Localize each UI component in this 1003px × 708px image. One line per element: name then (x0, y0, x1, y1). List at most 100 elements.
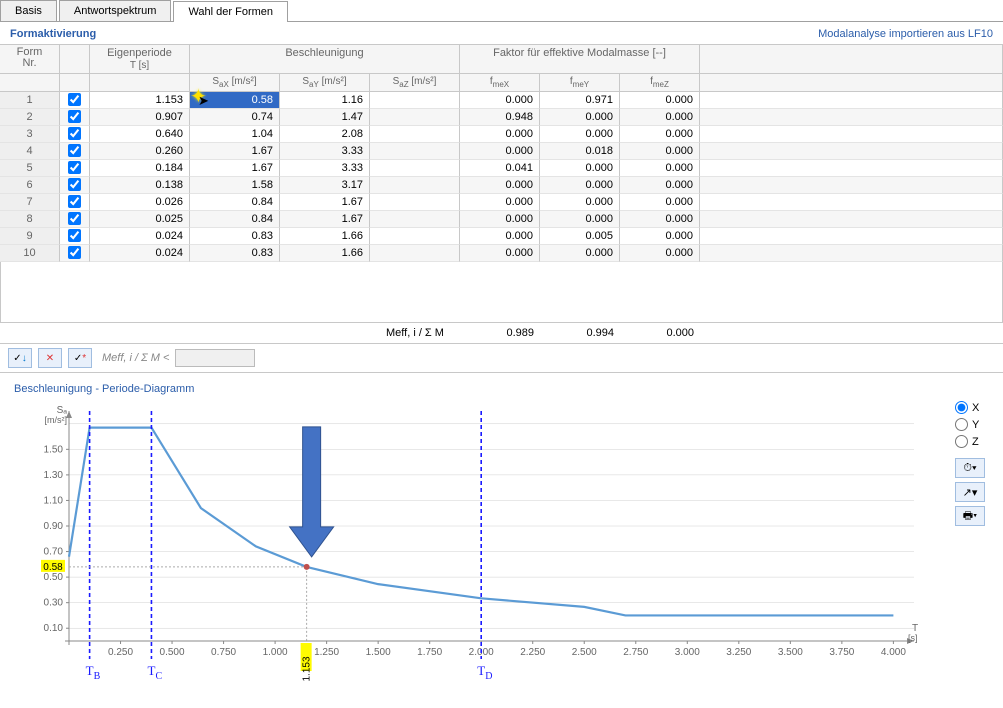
cell-fmey[interactable]: 0.000 (540, 126, 620, 143)
cell-fmex[interactable]: 0.000 (460, 228, 540, 245)
cell-T[interactable]: 0.025 (90, 211, 190, 228)
cell-fmez[interactable]: 0.000 (620, 194, 700, 211)
cell-saz[interactable] (370, 228, 460, 245)
toolbar-check-button[interactable]: ✓↓ (8, 348, 32, 368)
table-row[interactable]: 100.0240.831.660.0000.0000.000 (0, 245, 1003, 262)
cell-fmey[interactable]: 0.000 (540, 245, 620, 262)
tab-wahl-der-formen[interactable]: Wahl der Formen (173, 1, 288, 22)
cell-say[interactable]: 1.66 (280, 228, 370, 245)
cell-sax[interactable]: 0.84 (190, 194, 280, 211)
cell-saz[interactable] (370, 92, 460, 109)
cell-T[interactable]: 0.024 (90, 245, 190, 262)
row-checkbox[interactable] (68, 246, 81, 259)
cell-T[interactable]: 0.184 (90, 160, 190, 177)
cell-fmez[interactable]: 0.000 (620, 126, 700, 143)
cell-say[interactable]: 3.33 (280, 143, 370, 160)
row-checkbox[interactable] (68, 178, 81, 191)
table-row[interactable]: 20.9070.741.470.9480.0000.000 (0, 109, 1003, 126)
table-row[interactable]: 40.2601.673.330.0000.0180.000 (0, 143, 1003, 160)
cell-fmey[interactable]: 0.000 (540, 211, 620, 228)
table-row[interactable]: 30.6401.042.080.0000.0000.000 (0, 126, 1003, 143)
cell-fmex[interactable]: 0.000 (460, 211, 540, 228)
cell-saz[interactable] (370, 245, 460, 262)
cell-T[interactable]: 0.907 (90, 109, 190, 126)
print-button[interactable]: 🖶▾ (955, 506, 985, 526)
cell-say[interactable]: 1.47 (280, 109, 370, 126)
cell-sax[interactable]: 0.74 (190, 109, 280, 126)
cell-fmey[interactable]: 0.000 (540, 160, 620, 177)
tab-basis[interactable]: Basis (0, 0, 57, 21)
cell-say[interactable]: 3.17 (280, 177, 370, 194)
cell-fmey[interactable]: 0.000 (540, 109, 620, 126)
toolbar-x-button[interactable]: ✕ (38, 348, 62, 368)
cell-fmez[interactable]: 0.000 (620, 109, 700, 126)
cell-say[interactable]: 1.67 (280, 211, 370, 228)
table-row[interactable]: 70.0260.841.670.0000.0000.000 (0, 194, 1003, 211)
import-link[interactable]: Modalanalyse importieren aus LF10 (818, 28, 993, 40)
cell-say[interactable]: 1.16 (280, 92, 370, 109)
cell-fmez[interactable]: 0.000 (620, 143, 700, 160)
cell-fmex[interactable]: 0.000 (460, 92, 540, 109)
cell-saz[interactable] (370, 126, 460, 143)
cell-T[interactable]: 1.153✦➤ (90, 92, 190, 109)
cell-sax[interactable]: 1.04 (190, 126, 280, 143)
row-checkbox[interactable] (68, 127, 81, 140)
cell-fmey[interactable]: 0.005 (540, 228, 620, 245)
row-checkbox[interactable] (68, 161, 81, 174)
toolbar-filter-button[interactable]: ✓* (68, 348, 92, 368)
cell-say[interactable]: 1.66 (280, 245, 370, 262)
table-row[interactable]: 80.0250.841.670.0000.0000.000 (0, 211, 1003, 228)
row-checkbox[interactable] (68, 212, 81, 225)
table-row[interactable]: 11.153✦➤0.581.160.0000.9710.000 (0, 92, 1003, 109)
cell-fmey[interactable]: 0.971 (540, 92, 620, 109)
cell-sax[interactable]: 0.83 (190, 245, 280, 262)
table-row[interactable]: 90.0240.831.660.0000.0050.000 (0, 228, 1003, 245)
cell-T[interactable]: 0.260 (90, 143, 190, 160)
cell-say[interactable]: 3.33 (280, 160, 370, 177)
row-checkbox[interactable] (68, 195, 81, 208)
radio-y[interactable]: Y (955, 418, 989, 431)
cell-fmex[interactable]: 0.000 (460, 177, 540, 194)
cell-fmez[interactable]: 0.000 (620, 92, 700, 109)
cell-fmez[interactable]: 0.000 (620, 245, 700, 262)
row-checkbox[interactable] (68, 93, 81, 106)
cell-fmez[interactable]: 0.000 (620, 211, 700, 228)
cell-sax[interactable]: 1.58 (190, 177, 280, 194)
cell-T[interactable]: 0.138 (90, 177, 190, 194)
cell-fmex[interactable]: 0.948 (460, 109, 540, 126)
cell-fmez[interactable]: 0.000 (620, 160, 700, 177)
cell-T[interactable]: 0.024 (90, 228, 190, 245)
tab-antwortspektrum[interactable]: Antwortspektrum (59, 0, 172, 21)
cell-fmex[interactable]: 0.000 (460, 126, 540, 143)
timer-button[interactable]: ⏱▾ (955, 458, 985, 478)
cell-saz[interactable] (370, 211, 460, 228)
row-checkbox[interactable] (68, 144, 81, 157)
cell-saz[interactable] (370, 194, 460, 211)
cell-fmey[interactable]: 0.018 (540, 143, 620, 160)
cell-fmez[interactable]: 0.000 (620, 177, 700, 194)
cell-saz[interactable] (370, 160, 460, 177)
cell-say[interactable]: 2.08 (280, 126, 370, 143)
cell-saz[interactable] (370, 143, 460, 160)
cell-say[interactable]: 1.67 (280, 194, 370, 211)
cell-fmey[interactable]: 0.000 (540, 194, 620, 211)
cell-fmex[interactable]: 0.000 (460, 245, 540, 262)
cell-sax[interactable]: 1.67 (190, 143, 280, 160)
cell-fmex[interactable]: 0.000 (460, 194, 540, 211)
cell-fmez[interactable]: 0.000 (620, 228, 700, 245)
axis-button[interactable]: ↗▾ (955, 482, 985, 502)
table-row[interactable]: 50.1841.673.330.0410.0000.000 (0, 160, 1003, 177)
cell-fmex[interactable]: 0.041 (460, 160, 540, 177)
cell-saz[interactable] (370, 109, 460, 126)
radio-z[interactable]: Z (955, 435, 989, 448)
cell-fmey[interactable]: 0.000 (540, 177, 620, 194)
cell-T[interactable]: 0.640 (90, 126, 190, 143)
row-checkbox[interactable] (68, 110, 81, 123)
cell-sax[interactable]: 0.83 (190, 228, 280, 245)
table-row[interactable]: 60.1381.583.170.0000.0000.000 (0, 177, 1003, 194)
cell-T[interactable]: 0.026 (90, 194, 190, 211)
cell-saz[interactable] (370, 177, 460, 194)
toolbar-filter-select[interactable] (175, 349, 255, 367)
row-checkbox[interactable] (68, 229, 81, 242)
cell-sax[interactable]: 0.84 (190, 211, 280, 228)
